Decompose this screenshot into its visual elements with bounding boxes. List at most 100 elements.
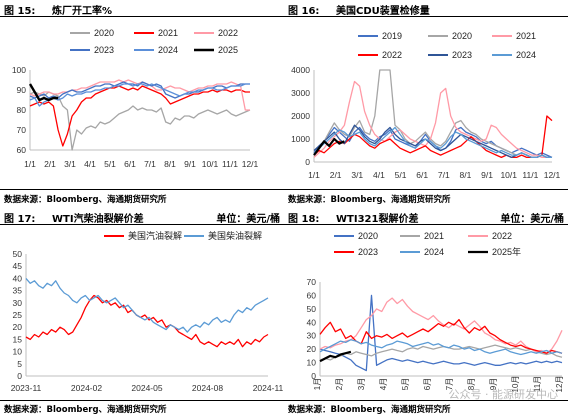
- series-line: [29, 83, 250, 107]
- figure-title: 美国CDU装置检修量: [336, 6, 430, 17]
- y-tick-label: 25: [13, 310, 23, 320]
- y-tick-label: 90: [17, 85, 27, 95]
- series-line: [313, 80, 552, 159]
- y-tick-label: 30: [13, 298, 23, 308]
- y-tick-label: 20: [307, 344, 317, 354]
- legend-label: 2021: [516, 31, 536, 41]
- series-line: [313, 137, 345, 156]
- x-tick-label: 12/1: [242, 159, 259, 169]
- series-line: [319, 318, 563, 354]
- x-tick-label: 9/1: [184, 159, 196, 169]
- x-tick-label: 3/1: [351, 170, 363, 180]
- x-tick-label: 8/1: [460, 170, 472, 180]
- x-tick-label: 9/1: [481, 170, 493, 180]
- wti-cracks-chart: 0 5 10 15 20 25 30 35 40 45 50 2023-11 2024-02 2024-0…: [11, 230, 284, 393]
- y-tick-label: 4000: [291, 65, 310, 75]
- y-tick-label: 3000: [291, 88, 310, 98]
- series-line: [319, 344, 563, 361]
- y-tick-label: 60: [307, 290, 317, 300]
- x-tick-label: 5/1: [104, 159, 116, 169]
- x-tick-label: 6/1: [416, 170, 428, 180]
- series-line: [28, 83, 59, 102]
- x-tick-label: 7月: [445, 378, 454, 390]
- unit-label: 单位：美元/桶: [500, 214, 564, 225]
- x-tick-label: 12月: [555, 376, 564, 393]
- figure-title: WTI汽柴油裂解价差: [52, 214, 144, 225]
- series-line: [319, 339, 563, 356]
- series-line: [29, 91, 251, 151]
- y-tick-label: 0: [305, 157, 310, 167]
- x-tick-label: 3月: [357, 378, 366, 390]
- x-tick-label: 1月: [313, 378, 322, 390]
- unit-label: 单位：美元/桶: [216, 214, 280, 225]
- y-tick-label: 70: [307, 277, 317, 287]
- legend-label: 2020: [358, 231, 378, 241]
- cdu-outage-chart: 0 1000 2000 3000 4000 1/1 2/1 3/1 4/1 5/1 6/1 7/1 8/…: [291, 31, 560, 180]
- x-tick-label: 3/1: [64, 159, 76, 169]
- legend-label: 2022: [382, 50, 402, 60]
- figure-number: 图 15:: [4, 6, 36, 17]
- series-line: [319, 297, 563, 354]
- title-rule: [0, 224, 284, 225]
- panel-header: 图 16: 美国CDU装置检修量: [284, 2, 568, 17]
- x-tick-label: 4/1: [84, 159, 96, 169]
- legend-label: 美国柴油裂解: [208, 230, 262, 241]
- series-line: [319, 350, 352, 363]
- y-tick-label: 40: [13, 273, 23, 283]
- x-tick-label: 11/1: [522, 170, 538, 180]
- y-tick-label: 100: [12, 65, 26, 75]
- x-tick-label: 6/1: [124, 159, 136, 169]
- source-note: 数据来源：Bloomberg、海通期货研究所: [4, 405, 167, 415]
- legend-label: 2019: [382, 31, 402, 41]
- x-tick-label: 2023-11: [11, 383, 42, 393]
- x-tick-label: 2/1: [44, 159, 56, 169]
- panel-wti-321: 图 18: WTI321裂解价差 单位：美元/桶 0 10 20 30 40 50 60 70…: [284, 208, 568, 416]
- x-tick-label: 2024-11: [253, 383, 284, 393]
- series-line: [313, 126, 552, 159]
- y-tick-label: 1000: [291, 134, 310, 144]
- source-rule: [284, 189, 568, 190]
- legend-label: 2025: [218, 45, 238, 55]
- y-tick-label: 10: [307, 358, 317, 368]
- x-tick-label: 10/1: [500, 170, 517, 180]
- x-tick-label: 2024-02: [71, 383, 102, 393]
- x-tick-label: 4月: [379, 378, 388, 390]
- y-tick-label: 2000: [291, 111, 310, 121]
- legend-label: 美国汽油裂解: [128, 230, 182, 241]
- figure-number: 图 16:: [288, 6, 320, 17]
- series-line: [25, 277, 269, 333]
- legend-label: 2023: [452, 50, 472, 60]
- y-tick-label: 0: [311, 371, 316, 381]
- legend-label: 2024: [516, 50, 536, 60]
- y-tick-label: 0: [17, 371, 22, 381]
- panel-header: 图 17: WTI汽柴油裂解价差 单位：美元/桶: [0, 210, 284, 225]
- y-tick-label: 10: [13, 347, 23, 357]
- series-line: [313, 69, 552, 159]
- x-tick-label: 4/1: [373, 170, 385, 180]
- y-tick-label: 70: [17, 125, 27, 135]
- series-line: [319, 294, 563, 372]
- y-tick-label: 35: [13, 286, 23, 296]
- source-rule: [284, 400, 568, 401]
- y-tick-label: 30: [307, 331, 317, 341]
- legend-label: 2024: [158, 45, 178, 55]
- y-tick-label: 50: [13, 249, 23, 259]
- refinery-utilization-chart: 60 70 80 90 100 1/1 2/1 3/1 4/1 5/1 6/1 7/1 8/1 9/1 10…: [12, 28, 259, 169]
- x-tick-label: 2024-08: [192, 383, 223, 393]
- x-tick-label: 7/1: [144, 159, 156, 169]
- x-tick-label: 2/1: [330, 170, 342, 180]
- y-tick-label: 5: [17, 359, 22, 369]
- source-rule: [0, 400, 284, 401]
- x-tick-label: 8月: [467, 378, 476, 390]
- series-line: [313, 124, 552, 159]
- x-tick-label: 10月: [511, 376, 520, 393]
- y-tick-label: 45: [13, 261, 23, 271]
- legend-label: 2020: [94, 28, 114, 38]
- panel-header: 图 18: WTI321裂解价差 单位：美元/桶: [284, 210, 568, 225]
- watermark: 公众号 · 能源研发中心: [448, 388, 559, 401]
- legend-label: 2021: [424, 231, 444, 241]
- y-tick-label: 80: [17, 105, 27, 115]
- figure-number: 图 18:: [288, 214, 320, 225]
- legend-label: 2021: [158, 28, 178, 38]
- x-tick-label: 6月: [423, 378, 432, 390]
